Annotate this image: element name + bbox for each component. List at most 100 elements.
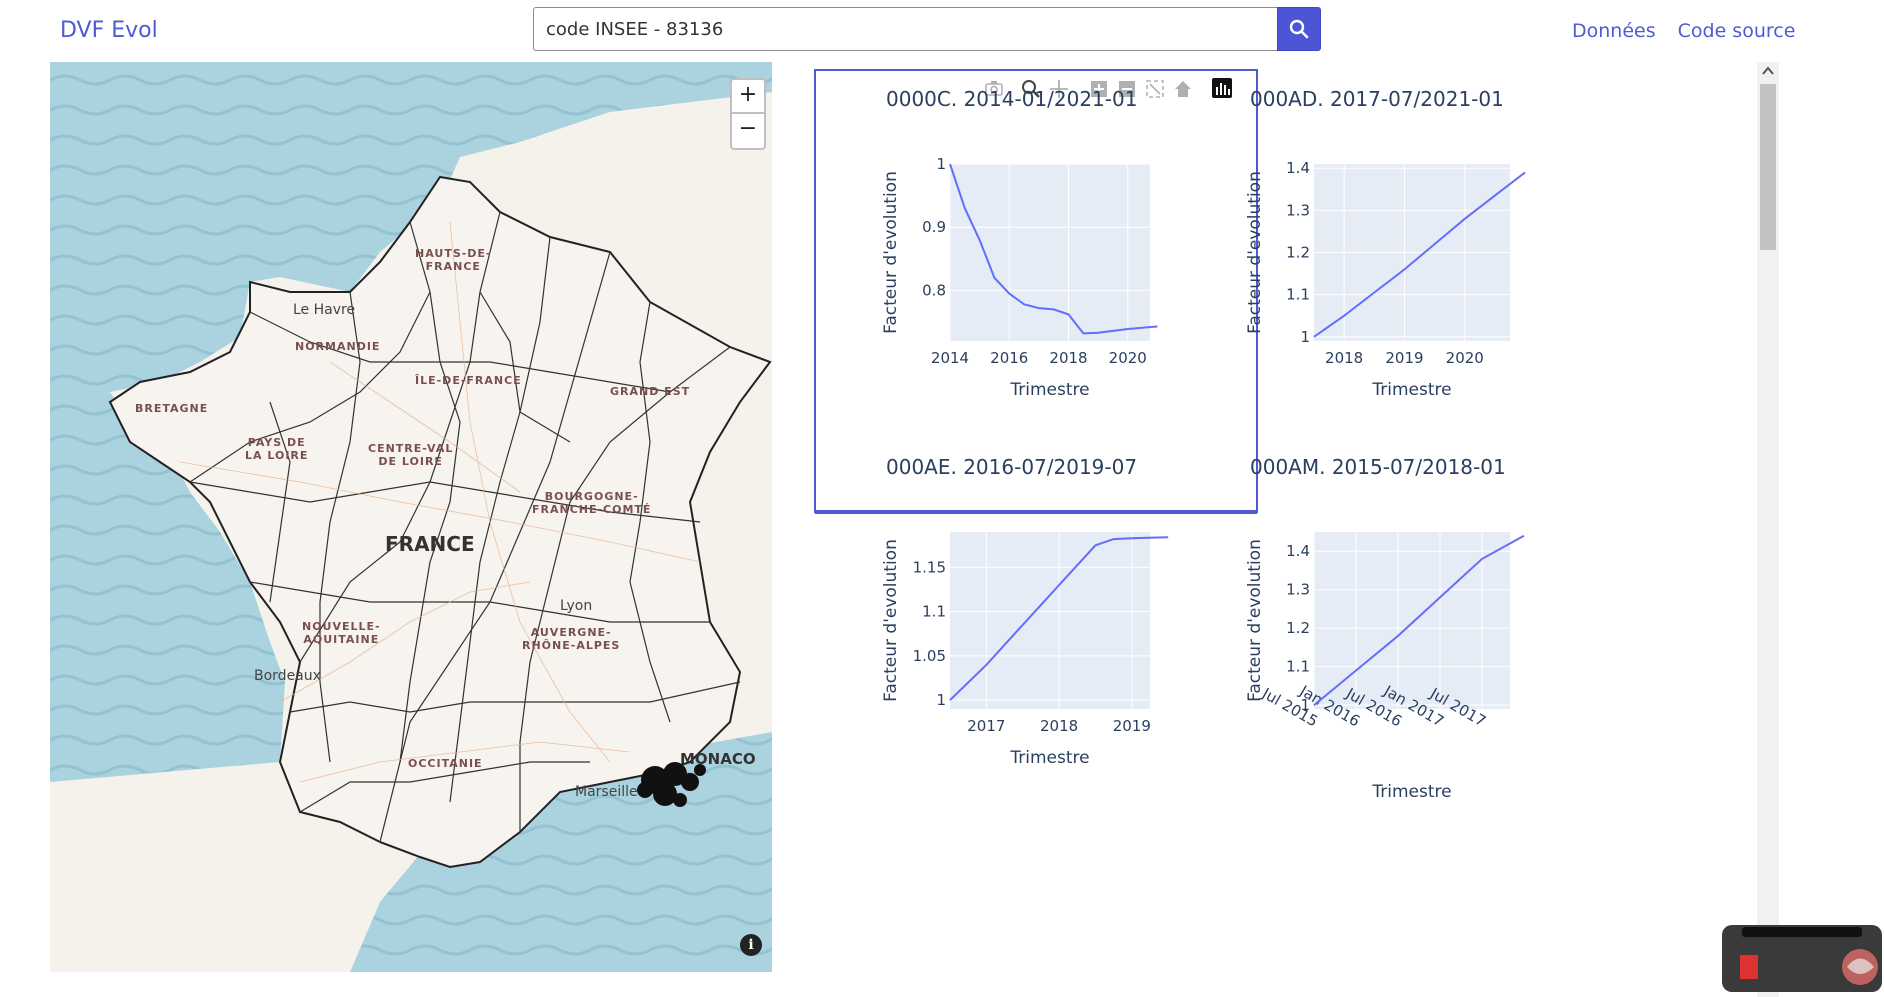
y-tick-label: 1.1 [1286,286,1310,304]
y-tick-label: 0.9 [922,218,946,236]
city-label-marseille: Marseille [575,784,638,800]
y-tick-label: 1.4 [1286,542,1310,560]
plot-area [1314,532,1510,709]
scrollbar[interactable] [1757,62,1779,997]
x-tick-label: 2020 [1109,349,1147,367]
marseille-cluster [637,762,706,807]
zoom-in-button[interactable]: + [730,78,766,114]
zoom-in-icon[interactable] [1091,81,1107,97]
scroll-up-icon[interactable] [1761,64,1775,78]
region-label-hauts-de-france: HAUTS-DE- FRANCE [415,247,492,273]
camera-icon[interactable] [985,81,1003,96]
x-tick-label: 2019 [1113,717,1151,735]
region-label-text: NORMANDIE [295,340,381,353]
city-label-lyon: Lyon [560,598,593,614]
x-axis-title: Trimestre [1371,782,1451,802]
search-button[interactable] [1277,7,1321,51]
plot-area [950,532,1150,709]
zoom-out-icon[interactable] [1119,81,1135,97]
series-line [1313,171,1526,338]
x-axis-title: Trimestre [1009,380,1089,400]
y-axis-title: Facteur d'evolution [881,171,901,334]
map-canvas [50,62,772,972]
x-tick-label: 2018 [1325,349,1363,367]
chart-title: 0000C. 2014-01/2021-01 [886,87,1137,111]
region-label-text: OCCITANIE [408,757,483,770]
plotly-logo-icon[interactable] [1212,78,1232,98]
region-label-bretagne: BRETAGNE [135,402,208,415]
brand-link[interactable]: DVF Evol [60,18,158,43]
x-tick-label: 2020 [1446,349,1484,367]
department-borders [189,211,741,843]
y-tick-label: 1 [1300,328,1310,346]
x-tick-label: 2019 [1385,349,1423,367]
chart-title: 000AM. 2015-07/2018-01 [1250,455,1506,479]
monaco-label: MONACO [680,750,756,768]
y-axis-title: Facteur d'evolution [1245,539,1265,702]
region-label-occitanie: OCCITANIE [408,757,483,770]
charts-panel: 0000C. 2014-01/2021-01 0.8 0.9 1 2014 2016 201… [810,62,1750,997]
x-axis-title: Trimestre [1009,748,1089,768]
city-label-bordeaux: Bordeaux [254,668,321,684]
zoom-icon[interactable] [1022,80,1040,98]
zoom-out-button[interactable]: − [730,114,766,150]
region-label-text: BRETAGNE [135,402,209,415]
region-label-nouvelle-aquitaine: NOUVELLE- AQUITAINE [302,620,381,646]
map[interactable]: HAUTS-DE- FRANCE NORMANDIE ÎLE-DE-FRANCE… [50,62,772,972]
city-label-le-havre: Le Havre [293,302,356,318]
y-tick-label: 1.2 [1286,244,1310,262]
region-label-text: NOUVELLE- AQUITAINE [302,620,381,646]
chart-title: 000AD. 2017-07/2021-01 [1250,87,1504,111]
y-tick-label: 1.3 [1286,201,1310,219]
y-tick-label: 1 [936,155,946,173]
x-tick-label: 2018 [1040,717,1078,735]
x-tick-label: 2014 [931,349,969,367]
plot-area [950,164,1150,341]
search-box [533,7,1321,53]
y-tick-label: 1 [936,691,946,709]
y-tick-label: 1.2 [1286,619,1310,637]
y-tick-label: 1.1 [1286,658,1310,676]
y-tick-label: 1.1 [922,603,946,621]
region-label-text: PAYS DE LA LOIRE [245,436,309,462]
pan-icon[interactable] [1050,80,1068,98]
roads [179,221,701,783]
region-label-text: ÎLE-DE-FRANCE [415,374,522,387]
x-axis-title: Trimestre [1371,380,1451,400]
chart-title: 000AE. 2016-07/2019-07 [886,455,1137,479]
modebar [985,78,1232,98]
search-icon [1289,19,1309,39]
x-tick-label: 2018 [1049,349,1087,367]
info-icon[interactable]: i [740,934,762,956]
sea-north [50,62,772,402]
y-tick-label: 1.15 [913,558,946,576]
region-label-normandie: NORMANDIE [295,340,380,353]
region-label-grand-est: GRAND EST [610,385,690,398]
home-icon[interactable] [1175,81,1191,97]
scroll-thumb[interactable] [1760,84,1776,250]
region-label-bourgogne: BOURGOGNE- FRANCHE-COMTÉ [532,490,651,516]
y-tick-label: 0.8 [922,281,946,299]
region-label-centre-val-de-loire: CENTRE-VAL DE LOIRE [368,442,453,468]
region-label-pays-de-la-loire: PAYS DE LA LOIRE [245,436,308,462]
y-tick-label: 1 [1300,696,1310,714]
y-tick-label: 1.4 [1286,159,1310,177]
search-input[interactable] [533,7,1277,51]
region-label-auvergne: AUVERGNE- RHÔNE-ALPES [522,626,620,652]
charts-canvas: 0000C. 2014-01/2021-01 0.8 0.9 1 2014 2016 201… [814,69,1526,802]
autoscale-icon[interactable] [1146,80,1164,98]
y-axis-title: Facteur d'evolution [1245,171,1265,334]
y-tick-label: 1.05 [913,647,946,665]
x-tick-label: 2016 [990,349,1028,367]
region-label-text: HAUTS-DE- FRANCE [415,247,492,273]
series-line [949,536,1169,701]
nav-link-code-source[interactable]: Code source [1677,20,1796,42]
partner-badge[interactable] [1722,925,1882,992]
y-axis-title: Facteur d'evolution [881,539,901,702]
nav-link-donnees[interactable]: Données [1572,20,1656,42]
x-tick-label: 2017 [967,717,1005,735]
series-line [1313,534,1525,706]
region-label-text: BOURGOGNE- FRANCHE-COMTÉ [532,490,652,516]
nav-links: Données Code source [1572,20,1795,42]
series-line [949,163,1158,335]
